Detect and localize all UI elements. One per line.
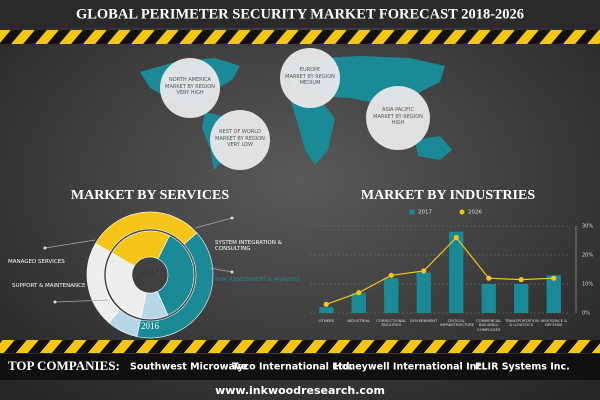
y-tick-label: 10% — [582, 282, 593, 288]
line-point — [323, 301, 329, 307]
map-australia — [415, 136, 452, 160]
companies-band — [0, 354, 600, 380]
chart-title: MARKET BY INDUSTRIES — [361, 188, 535, 203]
region-text: REST OF WORLD — [219, 129, 261, 135]
callout-dot — [230, 216, 234, 220]
line-point — [486, 275, 492, 281]
x-tick-label: GOVERNMENT — [410, 318, 438, 323]
region-text: MARKET BY REGION — [373, 113, 423, 120]
region-text: MARKET BY REGION — [165, 83, 215, 90]
company-name: Tyco International Ltd. — [232, 362, 353, 373]
category-label: MANAGED SERVICES — [8, 259, 65, 265]
line-point — [551, 275, 557, 281]
callout-line — [194, 217, 233, 229]
y-tick-label: 0% — [582, 311, 590, 317]
x-tick-label: INDUSTRIAL — [347, 318, 371, 323]
line-point — [421, 268, 427, 274]
callout-line — [209, 267, 233, 273]
region-text: MARKET BY REGION — [215, 135, 265, 142]
y-tick-label: 30% — [582, 224, 593, 230]
hazard-stripe — [0, 340, 600, 353]
line — [326, 236, 554, 305]
region-text: ASIA PACIFIC — [382, 107, 414, 113]
region-text: VERY LOW — [227, 142, 253, 148]
legend-label: 2026 — [468, 210, 482, 216]
bar — [546, 275, 561, 313]
legend-label: 2017 — [418, 210, 432, 216]
region-text: VERY HIGH — [176, 90, 204, 96]
region-circle — [366, 86, 430, 150]
map-africa — [290, 98, 335, 165]
company-name: Honeywell International Inc. — [334, 362, 486, 373]
header-title: GLOBAL PERIMETER SECURITY MARKET FORECAS… — [76, 6, 524, 22]
company-name: Southwest Microwave — [130, 362, 248, 373]
pie-segment — [111, 230, 170, 267]
line-point — [453, 235, 459, 241]
region-circle — [210, 110, 270, 170]
category-label: SUPPORT & MAINTENANCE — [12, 283, 86, 289]
callout-dot — [230, 270, 234, 274]
region-text: HIGH — [391, 120, 405, 126]
legend-swatch — [459, 209, 465, 215]
header-band — [0, 0, 600, 28]
x-tick-label: TRANSPORTATION & LOGISTICS — [505, 318, 539, 328]
region-circle — [280, 48, 340, 108]
company-name: FLIR Systems Inc. — [475, 362, 570, 373]
region-circle — [160, 58, 220, 118]
callout-dot — [53, 300, 57, 304]
bar — [319, 307, 334, 313]
region-text: MEDIUM — [299, 80, 321, 86]
x-tick-label: CRITICAL INFRASTRUCTURE — [440, 318, 475, 328]
footer-url: www.inkwoodresearch.com — [215, 384, 385, 397]
x-tick-label: AEROSPACE & DEFENSE — [540, 318, 568, 328]
bar — [351, 292, 366, 313]
bar — [449, 231, 464, 313]
legend-swatch — [409, 209, 415, 215]
callout-line — [44, 239, 96, 249]
callout-line — [54, 299, 109, 303]
bar — [481, 284, 496, 313]
chart-title: MARKET BY SERVICES — [71, 188, 229, 203]
bar — [514, 284, 529, 313]
pie-segment — [156, 235, 195, 316]
companies-title: TOP COMPANIES: — [8, 358, 120, 373]
category-label: SYSTEM INTEGRATION & CONSULTING — [215, 240, 282, 253]
series-label: 2017 — [141, 267, 160, 277]
hazard-stripe — [0, 30, 600, 44]
callout-dot — [43, 246, 47, 250]
series-label: 2016 — [141, 321, 160, 331]
region-text: EUROPE — [299, 67, 321, 73]
x-tick-label: CORRECTIONAL FACILITIES — [376, 318, 407, 328]
region-text: MARKET BY REGION — [285, 73, 335, 80]
line-point — [518, 277, 524, 283]
line-point — [388, 272, 394, 278]
x-tick-label: COMMERCIAL BUILDING/ COMPLEXES — [475, 318, 502, 332]
pie-segment — [105, 252, 147, 319]
region-text: NORTH AMERICA — [169, 77, 211, 83]
x-tick-label: OTHERS — [318, 318, 335, 323]
pie-segment — [86, 243, 121, 324]
y-tick-label: 20% — [582, 253, 593, 259]
bar — [416, 272, 431, 313]
bar — [384, 278, 399, 313]
category-label: RISK ASSESSMENT & ANALYSIS — [215, 277, 300, 283]
line-point — [356, 290, 362, 296]
